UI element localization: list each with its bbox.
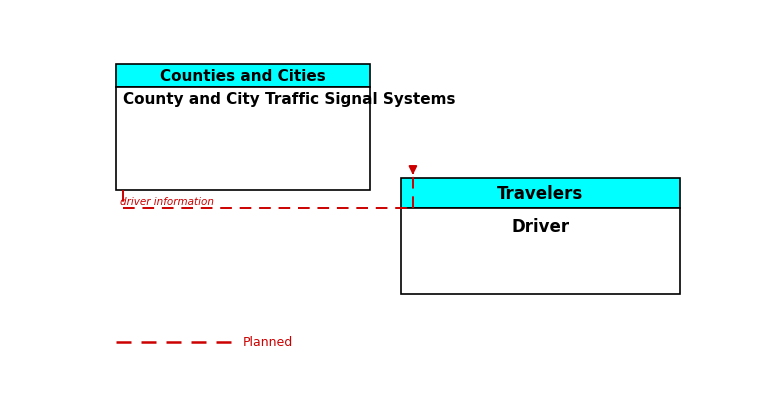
Text: Travelers: Travelers	[497, 184, 583, 202]
Bar	[116, 88, 371, 191]
Bar	[116, 65, 371, 88]
Text: County and City Traffic Signal Systems: County and City Traffic Signal Systems	[124, 91, 456, 106]
Text: Planned: Planned	[243, 335, 293, 348]
Text: Counties and Cities: Counties and Cities	[160, 69, 326, 84]
Text: driver information: driver information	[120, 197, 214, 207]
Bar	[401, 178, 680, 209]
Text: Driver: Driver	[511, 218, 569, 236]
Bar	[401, 209, 680, 295]
